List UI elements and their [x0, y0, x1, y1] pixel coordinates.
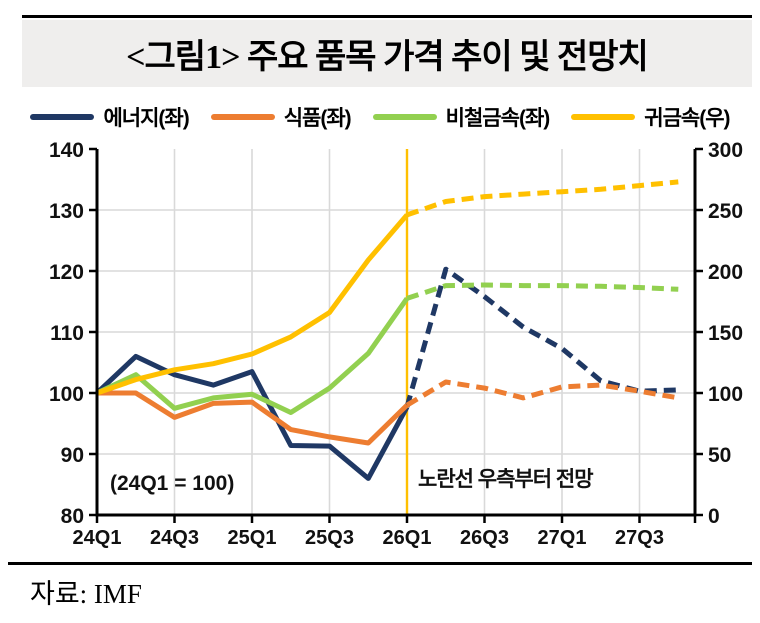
series-1	[97, 379, 679, 446]
title-band: <그림1> 주요 품목 가격 추이 및 전망치	[22, 20, 752, 87]
legend-label: 에너지(좌)	[103, 107, 189, 130]
legend-label: 비철금속(좌)	[445, 107, 551, 130]
svg-text:300: 300	[708, 140, 743, 162]
svg-text:150: 150	[708, 322, 743, 345]
series-0	[95, 266, 679, 481]
legend-swatch-icon	[571, 114, 636, 120]
legend-item-2: 비철금속(좌)	[372, 102, 551, 132]
svg-text:25Q1: 25Q1	[228, 527, 277, 549]
legend-swatch-icon	[30, 114, 95, 120]
series-1-forecast	[405, 379, 679, 408]
svg-text:26Q3: 26Q3	[460, 527, 509, 549]
chart-svg: 80 90 100 110 120 130 140 0 50 100 150 200 250 300 24Q…	[49, 139, 743, 549]
legend-swatch-icon	[372, 114, 437, 120]
svg-text:90: 90	[61, 444, 84, 467]
svg-text:120: 120	[49, 261, 84, 284]
bottom-divider	[8, 562, 752, 565]
svg-text:24Q3: 24Q3	[150, 527, 199, 549]
chart-legend: 에너지(좌) 식품(좌) 비철금속(좌) 귀금속(우)	[0, 98, 760, 136]
svg-text:110: 110	[50, 322, 84, 345]
series-2-forecast	[406, 282, 679, 301]
chart-area: 80 90 100 110 120 130 140 0 50 100 150 200 250 300 24Q…	[0, 139, 760, 560]
svg-text:200: 200	[708, 261, 743, 284]
chart-title: <그림1> 주요 품목 가격 추이 및 전망치	[126, 39, 649, 76]
svg-text:0: 0	[708, 505, 720, 528]
forecast-note: 노란선 우측부터 전망	[418, 468, 593, 491]
legend-swatch-icon	[210, 114, 275, 120]
series-2-history	[95, 296, 410, 415]
svg-text:100: 100	[49, 383, 84, 406]
svg-text:27Q1: 27Q1	[538, 527, 587, 549]
h-gridlines	[97, 209, 695, 455]
svg-text:27Q3: 27Q3	[615, 527, 664, 549]
series-3	[96, 179, 679, 396]
svg-text:26Q1: 26Q1	[383, 527, 432, 549]
legend-label: 식품(좌)	[283, 107, 352, 130]
top-divider	[22, 15, 752, 18]
x-axis-labels: 24Q1 24Q3 25Q1 25Q3 26Q1 26Q3 27Q1 27Q3	[73, 515, 697, 549]
svg-text:25Q3: 25Q3	[305, 527, 354, 549]
legend-label: 귀금속(우)	[644, 107, 730, 130]
series-3-forecast	[406, 179, 679, 218]
series-2	[95, 282, 679, 415]
svg-text:24Q1: 24Q1	[73, 527, 122, 549]
svg-text:50: 50	[708, 444, 731, 467]
legend-item-1: 식품(좌)	[210, 102, 352, 132]
base-note: (24Q1 = 100)	[110, 472, 234, 495]
series-3-history	[96, 213, 409, 396]
series-1-history	[97, 390, 409, 446]
left-axis-labels: 80 90 100 110 120 130 140	[49, 139, 97, 528]
legend-item-3: 귀금속(우)	[571, 102, 731, 132]
svg-text:250: 250	[708, 200, 743, 223]
svg-text:130: 130	[49, 200, 84, 223]
svg-text:80: 80	[61, 505, 84, 528]
series-0-history	[95, 353, 410, 481]
right-axis-labels: 0 50 100 150 200 250 300	[695, 139, 743, 528]
svg-text:100: 100	[708, 383, 743, 406]
source-note: 자료: IMF	[30, 579, 142, 609]
legend-item-0: 에너지(좌)	[30, 102, 190, 132]
svg-text:140: 140	[49, 140, 84, 162]
